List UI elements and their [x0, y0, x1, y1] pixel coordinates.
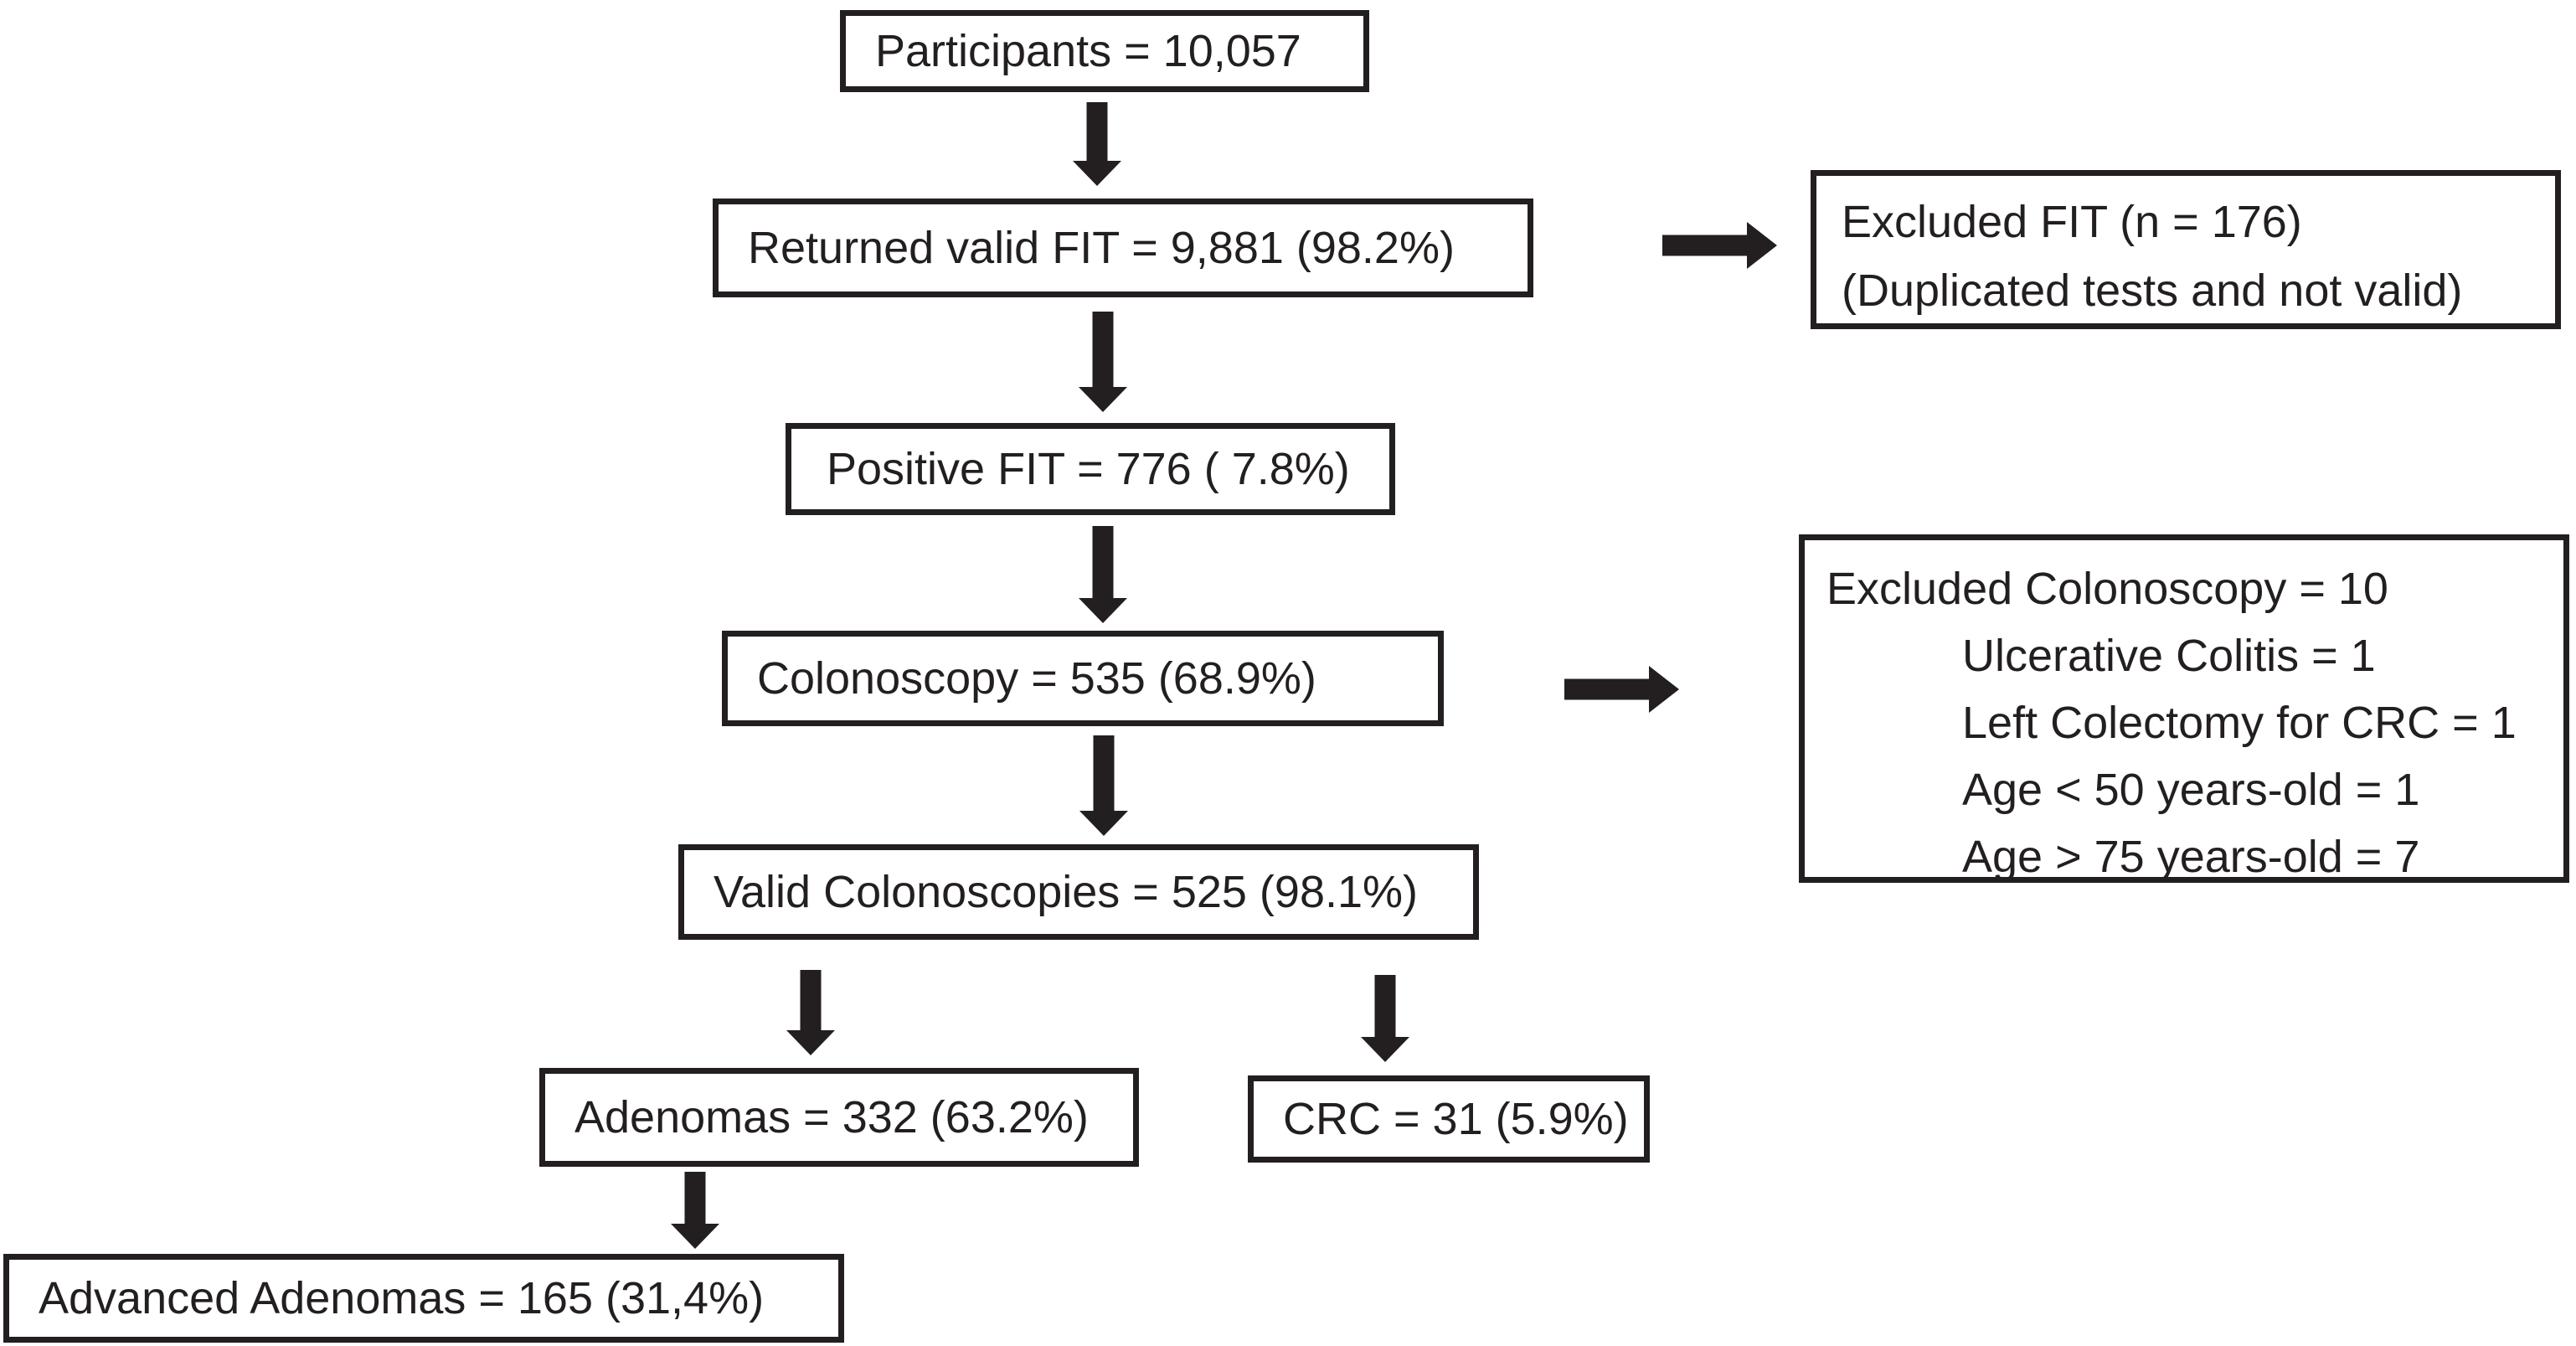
excluded-fit-line1: Excluded FIT (n = 176) — [1842, 197, 2302, 247]
participants-label: Participants = 10,057 — [875, 26, 1301, 76]
valid-colonoscopies-label: Valid Colonoscopies = 525 (98.1%) — [714, 867, 1419, 917]
positive-fit-label: Positive FIT = 776 ( 7.8%) — [827, 444, 1350, 494]
participants-box: Participants = 10,057 — [840, 10, 1369, 92]
excluded-fit-box: Excluded FIT (n = 176) (Duplicated tests… — [1811, 170, 2561, 329]
positive-fit-box: Positive FIT = 776 ( 7.8%) — [786, 423, 1395, 515]
valid-colonoscopies-box: Valid Colonoscopies = 525 (98.1%) — [678, 844, 1479, 940]
adenomas-label: Adenomas = 332 (63.2%) — [574, 1092, 1089, 1142]
excluded-colonoscopy-box: Excluded Colonoscopy = 10 Ulcerative Col… — [1799, 534, 2569, 883]
valid-colonoscopies-to-adenomas-arrow-icon — [786, 970, 835, 1055]
adenomas-box: Adenomas = 332 (63.2%) — [539, 1068, 1139, 1167]
returned-fit-to-excluded-fit-arrow-icon — [1662, 222, 1777, 269]
arrow-stem — [1086, 102, 1108, 161]
arrow-stem — [1092, 526, 1114, 598]
advanced-adenomas-label: Advanced Adenomas = 165 (31,4%) — [39, 1273, 765, 1323]
returned-fit-to-positive-fit-arrow-icon — [1079, 312, 1127, 412]
arrow-head — [671, 1224, 719, 1249]
arrow-stem — [1662, 235, 1747, 256]
returned-valid-fit-box: Returned valid FIT = 9,881 (98.2%) — [713, 199, 1533, 297]
colonoscopy-box: Colonoscopy = 535 (68.9%) — [722, 631, 1444, 726]
excluded-colonoscopy-heading: Excluded Colonoscopy = 10 — [1826, 564, 2388, 614]
arrow-head — [1747, 222, 1777, 269]
arrow-head — [1073, 161, 1121, 186]
excluded-fit-line2: (Duplicated tests and not valid) — [1842, 266, 2463, 316]
crc-label: CRC = 31 (5.9%) — [1283, 1094, 1629, 1144]
arrow-head — [1649, 666, 1679, 713]
excluded-colonoscopy-item: Age > 75 years-old = 7 — [1962, 832, 2420, 882]
colonoscopy-to-excluded-colonoscopy-arrow-icon — [1564, 666, 1679, 713]
arrow-stem — [1564, 678, 1649, 700]
arrow-stem — [1374, 975, 1396, 1037]
colonoscopy-label: Colonoscopy = 535 (68.9%) — [757, 653, 1316, 704]
crc-box: CRC = 31 (5.9%) — [1248, 1075, 1650, 1163]
arrow-stem — [1092, 312, 1114, 387]
arrow-head — [1361, 1037, 1409, 1062]
excluded-colonoscopy-item: Ulcerative Colitis = 1 — [1962, 631, 2376, 681]
arrow-stem — [1093, 735, 1115, 811]
excluded-colonoscopy-item: Left Colectomy for CRC = 1 — [1962, 698, 2517, 748]
valid-colonoscopies-to-crc-arrow-icon — [1361, 975, 1409, 1062]
adenomas-to-advanced-adenomas-arrow-icon — [671, 1172, 719, 1249]
arrow-head — [1079, 387, 1127, 412]
arrow-head — [1079, 811, 1128, 836]
arrow-stem — [684, 1172, 706, 1224]
positive-fit-to-colonoscopy-arrow-icon — [1079, 526, 1127, 623]
excluded-colonoscopy-item: Age < 50 years-old = 1 — [1962, 765, 2420, 815]
advanced-adenomas-box: Advanced Adenomas = 165 (31,4%) — [3, 1254, 844, 1343]
colonoscopy-to-valid-colonoscopies-arrow-icon — [1079, 735, 1128, 836]
arrow-stem — [800, 970, 822, 1030]
arrow-head — [786, 1030, 835, 1055]
participants-to-returned-fit-arrow-icon — [1073, 102, 1121, 186]
returned-valid-fit-label: Returned valid FIT = 9,881 (98.2%) — [748, 223, 1455, 273]
arrow-head — [1079, 598, 1127, 623]
